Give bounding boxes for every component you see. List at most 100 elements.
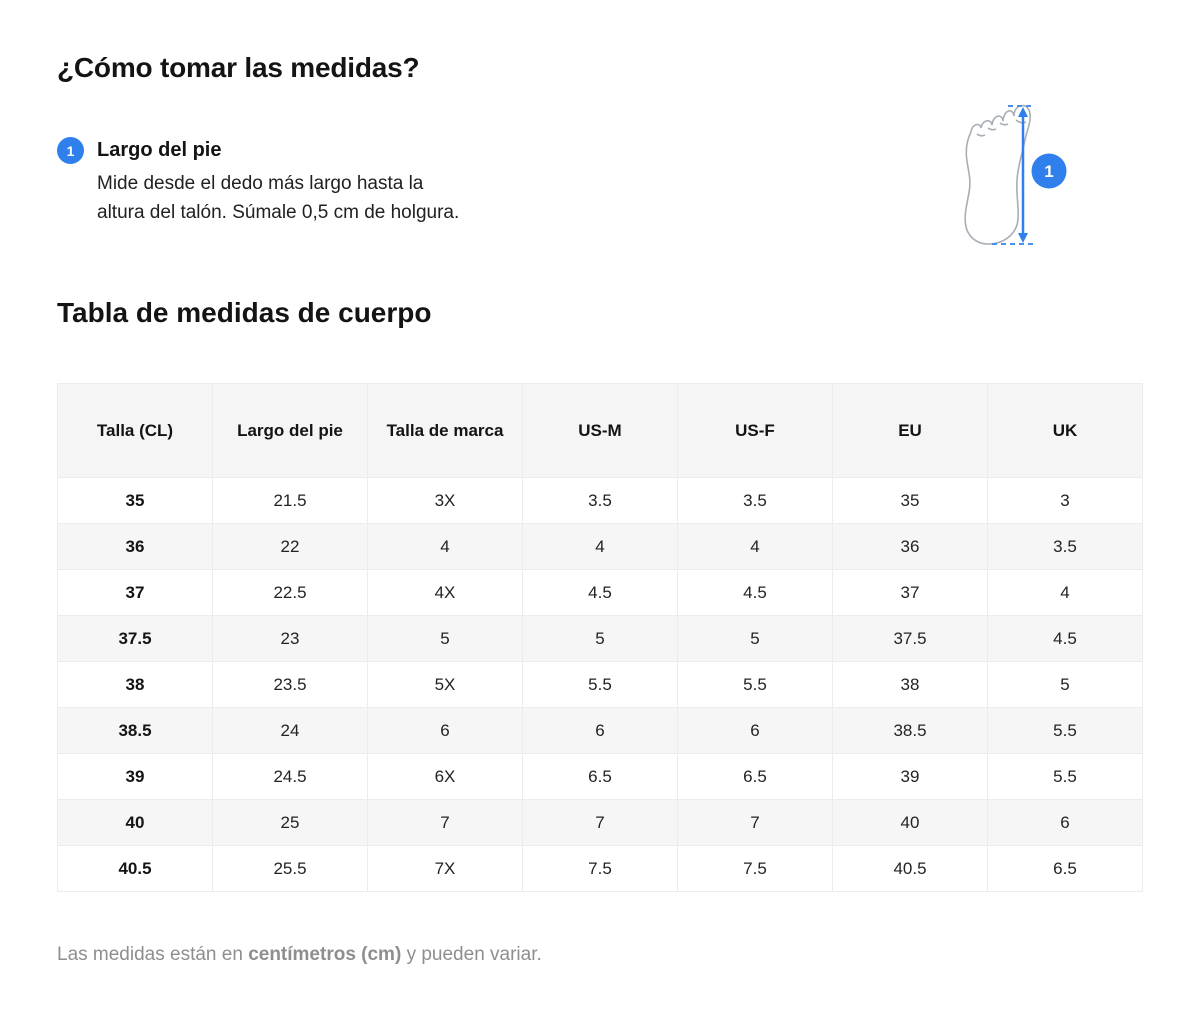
step-1-text: Largo del pie Mide desde el dedo más lar…: [97, 136, 459, 227]
cell: 39: [832, 753, 988, 800]
cell: 36: [832, 523, 988, 570]
size-table-head-row: Talla (CL) Largo del pie Talla de marca US-…: [57, 383, 1143, 478]
cell: 4.5: [522, 569, 678, 616]
cell: 37.5: [832, 615, 988, 662]
cell-talla-cl: 40.5: [57, 845, 213, 892]
page-title: ¿Cómo tomar las medidas?: [57, 52, 420, 83]
cell: 7X: [367, 845, 523, 892]
cell: 6: [522, 707, 678, 754]
cell-talla-cl: 35: [57, 477, 213, 524]
step-1-description-line1: Mide desde el dedo más largo hasta la: [97, 173, 424, 194]
cell: 37: [832, 569, 988, 616]
table-row: 39 24.5 6X 6.5 6.5 39 5.5: [57, 753, 1143, 800]
toe-crease-line: [999, 122, 1009, 126]
cell: 25.5: [212, 845, 368, 892]
column-header: Talla (CL): [57, 383, 213, 478]
toe-crease-line: [987, 127, 997, 131]
cell: 38.5: [832, 707, 988, 754]
cell: 7.5: [522, 845, 678, 892]
foot-sole-outline: [964, 104, 1031, 245]
cell: 5.5: [987, 707, 1143, 754]
cell: 38: [832, 661, 988, 708]
cell: 5.5: [987, 753, 1143, 800]
cell: 4.5: [677, 569, 833, 616]
cell: 23.5: [212, 661, 368, 708]
cell: 3X: [367, 477, 523, 524]
cell: 6.5: [677, 753, 833, 800]
cell: 40.5: [832, 845, 988, 892]
step-1-number-badge: 1: [57, 137, 84, 164]
cell: 7: [522, 799, 678, 846]
table-row: 37.5 23 5 5 5 37.5 4.5: [57, 615, 1143, 662]
foot-diagram-illustration: 1: [964, 104, 1067, 245]
size-table-head: Talla (CL) Largo del pie Talla de marca US-…: [57, 383, 1143, 478]
measure-instruction-step-1: 1 Largo del pie Mide desde el dedo más l…: [57, 136, 459, 227]
cell-talla-cl: 37: [57, 569, 213, 616]
cell: 4: [367, 523, 523, 570]
footnote-suffix: y pueden variar.: [401, 944, 542, 965]
step-1-description-line2: altura del talón. Súmale 0,5 cm de holgu…: [97, 202, 460, 223]
cell-talla-cl: 37.5: [57, 615, 213, 662]
cell: 7.5: [677, 845, 833, 892]
measurements-footnote: Las medidas están en centímetros (cm) y …: [57, 941, 542, 968]
cell: 4: [987, 569, 1143, 616]
cell: 7: [367, 799, 523, 846]
cell: 5: [677, 615, 833, 662]
cell: 5: [522, 615, 678, 662]
cell: 4: [677, 523, 833, 570]
foot-measurement-diagram: 1: [930, 95, 1090, 255]
cell: 6.5: [987, 845, 1143, 892]
toe-crease-line: [976, 133, 986, 137]
column-header: Largo del pie: [212, 383, 368, 478]
cell: 5: [987, 661, 1143, 708]
cell: 6.5: [522, 753, 678, 800]
cell: 6: [367, 707, 523, 754]
step-1-description: Mide desde el dedo más largo hasta la alt…: [97, 169, 459, 227]
cell-talla-cl: 40: [57, 799, 213, 846]
column-header: UK: [987, 383, 1143, 478]
cell: 3: [987, 477, 1143, 524]
cell: 4X: [367, 569, 523, 616]
measure-point-1-label: 1: [1044, 162, 1053, 181]
cell-talla-cl: 38: [57, 661, 213, 708]
cell: 23: [212, 615, 368, 662]
cell-talla-cl: 38.5: [57, 707, 213, 754]
cell: 4: [522, 523, 678, 570]
size-table: Talla (CL) Largo del pie Talla de marca US-…: [57, 383, 1143, 892]
measure-arrow-icon: [1018, 107, 1028, 243]
column-header: Talla de marca: [367, 383, 523, 478]
cell: 35: [832, 477, 988, 524]
cell: 4.5: [987, 615, 1143, 662]
column-header: US-M: [522, 383, 678, 478]
cell: 3.5: [987, 523, 1143, 570]
footnote-units: centímetros (cm): [248, 944, 402, 965]
column-header: US-F: [677, 383, 833, 478]
cell: 25: [212, 799, 368, 846]
table-row: 38.5 24 6 6 6 38.5 5.5: [57, 707, 1143, 754]
cell: 5.5: [522, 661, 678, 708]
cell: 3.5: [522, 477, 678, 524]
cell: 5.5: [677, 661, 833, 708]
cell: 6: [677, 707, 833, 754]
size-table-body: 35 21.5 3X 3.5 3.5 35 3 36 22 4 4 4 36 3.5 37 22.5 4X 4.5…: [57, 477, 1143, 892]
table-row: 36 22 4 4 4 36 3.5: [57, 523, 1143, 570]
table-title: Tabla de medidas de cuerpo: [57, 297, 432, 328]
cell-talla-cl: 39: [57, 753, 213, 800]
cell: 5: [367, 615, 523, 662]
table-row: 35 21.5 3X 3.5 3.5 35 3: [57, 477, 1143, 524]
column-header: EU: [832, 383, 988, 478]
cell: 24: [212, 707, 368, 754]
footnote-prefix: Las medidas están en: [57, 944, 249, 965]
cell: 7: [677, 799, 833, 846]
cell: 6: [987, 799, 1143, 846]
table-row: 40.5 25.5 7X 7.5 7.5 40.5 6.5: [57, 845, 1143, 892]
cell: 5X: [367, 661, 523, 708]
cell: 22.5: [212, 569, 368, 616]
cell: 21.5: [212, 477, 368, 524]
measure-point-1-badge: 1: [1031, 153, 1067, 189]
toe-crease-line: [1015, 119, 1027, 124]
table-row: 38 23.5 5X 5.5 5.5 38 5: [57, 661, 1143, 708]
cell: 6X: [367, 753, 523, 800]
cell: 3.5: [677, 477, 833, 524]
